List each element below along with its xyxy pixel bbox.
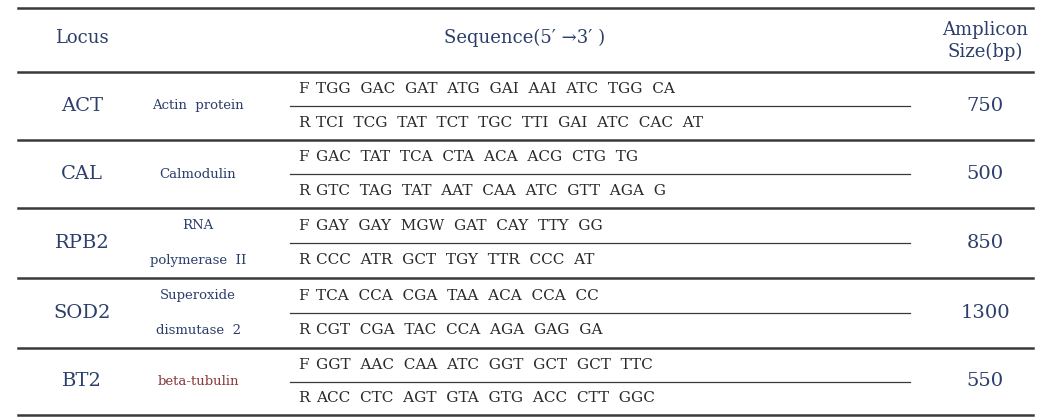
Text: Actin  protein: Actin protein bbox=[152, 100, 244, 113]
Text: CCC  ATR  GCT  TGY  TTR  CCC  AT: CCC ATR GCT TGY TTR CCC AT bbox=[316, 254, 595, 268]
Text: GAY  GAY  MGW  GAT  CAY  TTY  GG: GAY GAY MGW GAT CAY TTY GG bbox=[316, 218, 603, 233]
Text: Calmodulin: Calmodulin bbox=[160, 168, 236, 181]
Text: TGG  GAC  GAT  ATG  GAI  AAI  ATC  TGG  CA: TGG GAC GAT ATG GAI AAI ATC TGG CA bbox=[316, 82, 675, 96]
Text: F: F bbox=[298, 289, 309, 302]
Text: R: R bbox=[298, 116, 309, 130]
Text: dismutase  2: dismutase 2 bbox=[156, 324, 241, 337]
Text: F: F bbox=[298, 150, 309, 164]
Text: polymerase  II: polymerase II bbox=[150, 254, 246, 267]
Text: CGT  CGA  TAC  CCA  AGA  GAG  GA: CGT CGA TAC CCA AGA GAG GA bbox=[316, 323, 602, 338]
Text: ACT: ACT bbox=[61, 97, 103, 115]
Text: SOD2: SOD2 bbox=[54, 304, 110, 322]
Text: GGT  AAC  CAA  ATC  GGT  GCT  GCT  TTC: GGT AAC CAA ATC GGT GCT GCT TTC bbox=[316, 358, 653, 372]
Text: F: F bbox=[298, 82, 309, 96]
Text: Locus: Locus bbox=[56, 29, 109, 47]
Text: RNA: RNA bbox=[183, 219, 213, 232]
Text: 1300: 1300 bbox=[961, 304, 1010, 322]
Text: R: R bbox=[298, 184, 309, 198]
Text: Superoxide: Superoxide bbox=[160, 289, 235, 302]
Text: ACC  CTC  AGT  GTA  GTG  ACC  CTT  GGC: ACC CTC AGT GTA GTG ACC CTT GGC bbox=[316, 391, 655, 405]
Text: 750: 750 bbox=[967, 97, 1004, 115]
Text: R: R bbox=[298, 254, 309, 268]
Text: TCI  TCG  TAT  TCT  TGC  TTI  GAI  ATC  CAC  AT: TCI TCG TAT TCT TGC TTI GAI ATC CAC AT bbox=[316, 116, 703, 130]
Text: Size(bp): Size(bp) bbox=[947, 43, 1023, 61]
Text: beta-tubulin: beta-tubulin bbox=[158, 375, 239, 388]
Text: 500: 500 bbox=[967, 165, 1004, 183]
Text: BT2: BT2 bbox=[62, 373, 102, 391]
Text: F: F bbox=[298, 218, 309, 233]
Text: TCA  CCA  CGA  TAA  ACA  CCA  CC: TCA CCA CGA TAA ACA CCA CC bbox=[316, 289, 599, 302]
Text: RPB2: RPB2 bbox=[55, 234, 109, 252]
Text: R: R bbox=[298, 391, 309, 405]
Text: GTC  TAG  TAT  AAT  CAA  ATC  GTT  AGA  G: GTC TAG TAT AAT CAA ATC GTT AGA G bbox=[316, 184, 666, 198]
Text: 850: 850 bbox=[967, 234, 1004, 252]
Text: R: R bbox=[298, 323, 309, 338]
Text: GAC  TAT  TCA  CTA  ACA  ACG  CTG  TG: GAC TAT TCA CTA ACA ACG CTG TG bbox=[316, 150, 638, 164]
Text: Amplicon: Amplicon bbox=[942, 21, 1028, 39]
Text: CAL: CAL bbox=[61, 165, 103, 183]
Text: F: F bbox=[298, 358, 309, 372]
Text: Sequence(5′ →3′ ): Sequence(5′ →3′ ) bbox=[445, 29, 605, 47]
Text: 550: 550 bbox=[967, 373, 1004, 391]
